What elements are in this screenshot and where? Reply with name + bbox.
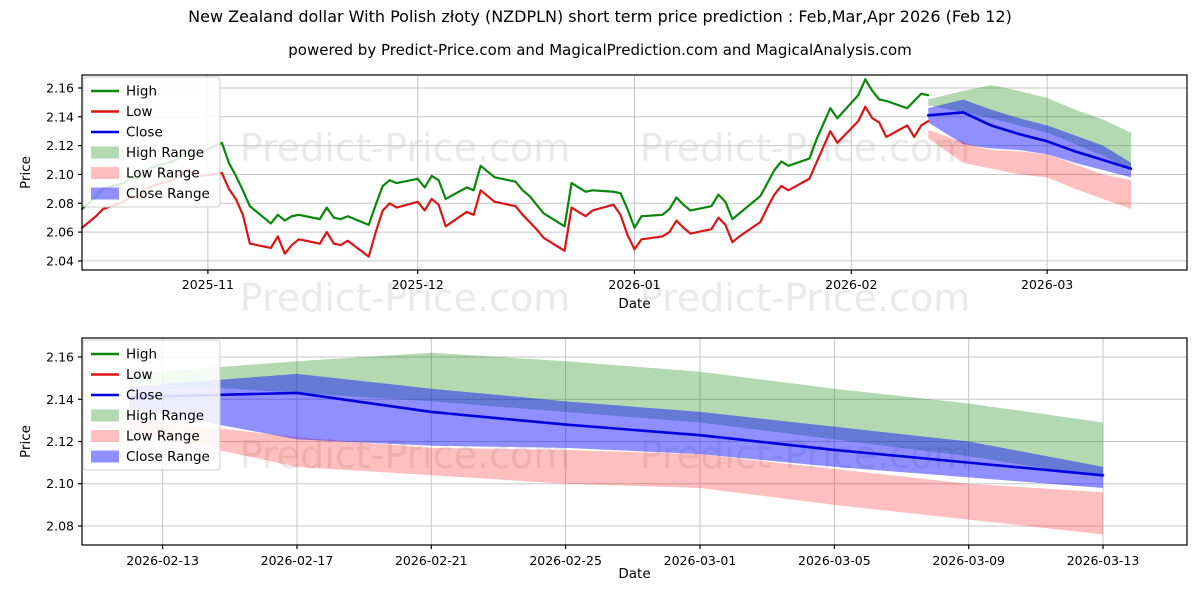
x-tick-label: 2026-03 [1021,277,1073,292]
legend-item-label: Low Range [126,429,200,445]
high-range-legend-swatch [91,146,119,159]
x-tick-label: 2026-03-09 [932,553,1005,568]
y-tick-label: 2.16 [46,80,74,95]
legend-item-label: Low Range [126,166,200,182]
low-range-legend-swatch [91,430,119,442]
legend-item-close-range: Close Range [91,186,210,202]
low-range-band [129,418,1104,535]
high-range-band [928,85,1132,171]
x-tick-label: 2026-02-21 [395,553,468,568]
x-tick-label: 2026-01 [608,277,660,292]
close-line [926,111,1133,170]
x-tick-label: 2025-11 [182,277,234,292]
legend-item-label: Close [126,388,163,404]
close-line [127,391,1105,477]
x-tick-label: 2026-03-05 [798,553,871,568]
watermark-text: Predict-Price.com [640,276,971,320]
legend-item-label: High Range [126,145,204,161]
watermark-text: Predict-Price.com [640,126,971,170]
legend-item-low-range: Low Range [91,166,200,182]
x-tick-label: 2026-02-13 [126,553,199,568]
y-tick-label: 2.12 [46,434,74,449]
legend-item-label: Close Range [126,186,210,202]
legend-box [82,76,221,208]
x-tick-label: 2026-02-17 [261,553,334,568]
low-range-legend-swatch [91,167,119,179]
close-range-legend-swatch [91,187,119,200]
x-tick-label: 2026-02-25 [529,553,602,568]
legend-item-high-range: High Range [91,408,204,424]
top-chart: 2.16 2.14 2.12 2.10 2.08 2.06 2.04 2025-11 2025-… [18,74,1188,312]
legend-item-label: High [126,347,157,363]
high-range-band [129,352,1104,478]
y-tick-label: 2.12 [46,138,74,153]
legend-item-high: High [91,84,157,100]
legend-item-close: Close [91,388,163,404]
legend: High Low Close High Range Low Range Close Ran… [82,76,221,208]
legend-item-low: Low [91,367,153,383]
watermark-text: Predict-Price.com [240,126,571,170]
watermark-text: Predict-Price.com [640,433,971,477]
y-tick-label: 2.14 [46,392,74,407]
watermark-text: Predict-Price.com [240,433,571,477]
y-tick-label: 2.16 [46,350,74,365]
legend-item-close-range: Close Range [91,449,210,465]
legend-item-label: High Range [126,408,204,424]
x-axis-label: Date [618,296,650,312]
legend-item-label: Low [126,104,153,120]
watermark-text: Predict-Price.com [240,276,571,320]
x-tick-label: 2025-12 [392,277,444,292]
y-tick-label: 2.14 [46,109,74,124]
x-tick-label: 2026-03-01 [664,553,737,568]
low-range-band [928,129,1132,210]
legend-item-close: Close [91,125,163,141]
y-tick-label: 2.06 [46,225,74,240]
y-axis-label: Price [18,156,34,189]
y-axis-label: Price [18,425,34,458]
page-title: New Zealand dollar With Polish złoty (NZ… [188,7,1012,26]
page-subtitle: powered by Predict-Price.com and Magical… [288,41,912,59]
watermark-layer: Predict-Price.com Predict-Price.com Predic… [240,126,971,477]
legend-item-low-range: Low Range [91,429,200,445]
legend-item-label: Close [126,125,163,141]
legend-box [82,339,221,471]
x-tick-label: 2026-03-13 [1067,553,1140,568]
legend-item-label: Close Range [126,449,210,465]
low-line [80,105,930,258]
high-range-legend-swatch [91,409,119,422]
y-tick-label: 2.08 [46,518,74,533]
high-line [80,78,930,229]
legend-item-label: High [126,84,157,100]
x-tick-label: 2026-02 [825,277,877,292]
x-axis-label: Date [618,566,650,582]
close-range-legend-swatch [91,450,119,463]
legend: High Low Close High Range Low Range Close Ran… [82,339,221,471]
y-tick-label: 2.04 [46,253,74,268]
legend-item-high-range: High Range [91,145,204,161]
legend-item-low: Low [91,104,153,120]
y-tick-label: 2.08 [46,196,74,211]
legend-item-high: High [91,347,157,363]
y-tick-label: 2.10 [46,167,74,182]
y-tick-label: 2.10 [46,476,74,491]
bottom-chart: 2.16 2.14 2.12 2.10 2.08 2026-02-13 2026-02-17… [18,337,1188,582]
legend-item-label: Low [126,367,153,383]
